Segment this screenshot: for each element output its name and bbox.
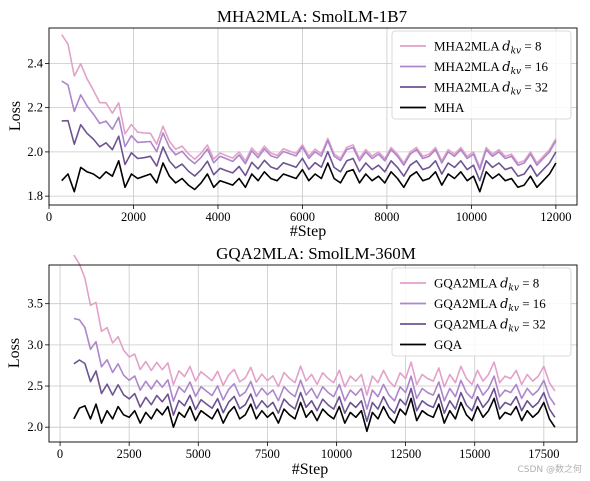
series-line-baseline [61, 160, 557, 193]
y-axis-label: Loss [6, 338, 23, 368]
tick-labels: 0 2500 5000 7500 10000 12500 15000 17500 2.0 2.5 3… [27, 297, 559, 461]
x-axis-label: #Step [290, 223, 326, 240]
x-tick-label: 2000 [121, 210, 146, 224]
legend-entry: MHA2MLA dkv = 8 [434, 39, 541, 57]
watermark: CSDN @数之何 [517, 465, 582, 475]
series-line-dkv-32 [61, 119, 557, 182]
chart-mha2mla: MHA2MLA: SmolLM-1B7 0 2000 4000 6000 8000 100… [7, 7, 578, 240]
legend-box [391, 267, 572, 357]
x-tick-label: 12500 [390, 447, 421, 461]
x-tick-label: 8000 [374, 210, 399, 224]
series-line-dkv-32 [73, 359, 556, 423]
y-tick-label: 2.0 [27, 420, 43, 434]
legend-entry: GQA2MLA dkv = 32 [434, 317, 546, 335]
y-tick-label: 1.8 [27, 189, 43, 203]
x-axis-label: #Step [292, 461, 328, 478]
plot-frame [48, 264, 578, 443]
legend-box [391, 30, 572, 120]
series-group [73, 254, 556, 433]
chart-title: MHA2MLA: SmolLM-1B7 [217, 7, 408, 26]
chart-gqa2mla: GQA2MLA: SmolLM-360M 0 2500 5000 7500 10000 1… [6, 244, 578, 478]
legend: GQA2MLA dkv = 8 GQA2MLA dkv = 16 GQA2MLA d… [391, 267, 572, 357]
y-axis-label: Loss [7, 101, 24, 131]
y-tick-label: 2.4 [27, 56, 43, 70]
x-tick-label: 15000 [459, 447, 490, 461]
y-tick-label: 3.0 [27, 338, 43, 352]
series-line-dkv-16 [73, 317, 556, 410]
chart-title: GQA2MLA: SmolLM-360M [216, 244, 416, 263]
legend-entry: MHA2MLA dkv = 32 [434, 80, 548, 98]
y-tick-label: 2.0 [27, 145, 43, 159]
x-tick-label: 12000 [540, 210, 571, 224]
plot-frame [48, 27, 578, 206]
legend-entry: MHA [434, 100, 465, 115]
x-tick-label: 5000 [186, 447, 211, 461]
x-tick-label: 6000 [290, 210, 315, 224]
x-tick-label: 10000 [321, 447, 352, 461]
x-tick-label: 17500 [528, 447, 559, 461]
legend: MHA2MLA dkv = 8 MHA2MLA dkv = 16 MHA2MLA d… [391, 30, 572, 120]
tick-labels: 0 2000 4000 6000 8000 10000 12000 1.8 2.0 2.2 2.4 [27, 56, 571, 224]
x-tick-label: 0 [57, 447, 63, 461]
y-tick-label: 2.5 [27, 379, 43, 393]
legend-entry: GQA [434, 337, 463, 352]
x-tick-label: 4000 [205, 210, 230, 224]
series-line-dkv-8 [61, 34, 557, 169]
x-tick-label: 2500 [117, 447, 142, 461]
series-group [61, 34, 557, 193]
series-line-baseline [73, 397, 556, 433]
legend-entry: GQA2MLA dkv = 8 [434, 276, 539, 294]
x-tick-label: 0 [46, 210, 52, 224]
legend-entry: MHA2MLA dkv = 16 [434, 59, 548, 77]
x-tick-label: 7500 [255, 447, 280, 461]
legend-entry: GQA2MLA dkv = 16 [434, 296, 546, 314]
series-line-dkv-16 [61, 80, 557, 171]
y-tick-label: 2.2 [27, 101, 43, 115]
y-tick-label: 3.5 [27, 297, 43, 311]
x-tick-label: 10000 [456, 210, 487, 224]
series-line-dkv-8 [73, 254, 556, 396]
